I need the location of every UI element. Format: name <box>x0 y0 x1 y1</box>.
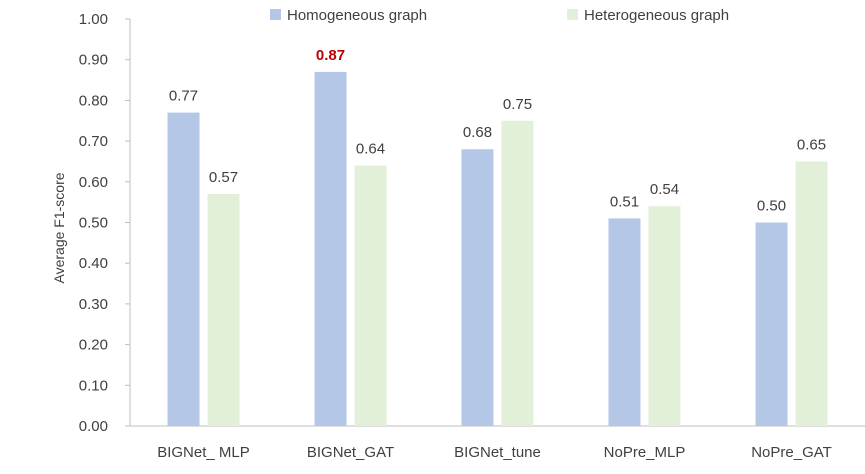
bars <box>167 71 828 427</box>
x-axis: BIGNet_ MLP BIGNet_GAT BIGNet_tune NoPre_ML… <box>130 425 865 461</box>
x-tick-label: NoPre_GAT <box>751 444 832 461</box>
data-label: 0.68 <box>463 124 492 141</box>
bar <box>608 218 641 426</box>
y-axis-title: Average F1-score <box>51 172 67 283</box>
data-label: 0.64 <box>356 141 385 158</box>
data-label: 0.51 <box>610 193 639 210</box>
y-tick-label: 0.00 <box>79 418 108 435</box>
data-label: 0.87 <box>316 47 345 64</box>
y-tick-label: 0.40 <box>79 255 108 272</box>
bar <box>354 165 387 426</box>
data-label: 0.54 <box>650 181 679 198</box>
bar <box>314 71 347 426</box>
y-tick-label: 0.20 <box>79 337 108 354</box>
bar <box>501 120 534 426</box>
data-label: 0.57 <box>209 169 238 186</box>
y-axis: 0.00 0.10 0.20 0.30 0.40 0.50 0.60 0.70 0.80 0.90… <box>79 11 131 435</box>
legend-label: Heterogeneous graph <box>584 7 729 24</box>
y-tick-label: 0.90 <box>79 52 108 69</box>
data-label: 0.75 <box>503 96 532 113</box>
bar <box>755 222 788 426</box>
bar <box>648 206 681 426</box>
y-tick-label: 0.30 <box>79 296 108 313</box>
data-label: 0.50 <box>757 198 786 215</box>
data-label: 0.65 <box>797 136 826 153</box>
legend-swatch <box>567 9 578 20</box>
legend-label: Homogeneous graph <box>287 7 427 24</box>
bar <box>207 194 240 426</box>
x-tick-label: BIGNet_tune <box>454 444 541 461</box>
x-tick-label: BIGNet_ MLP <box>157 444 250 461</box>
legend: Homogeneous graph Heterogeneous graph <box>270 7 729 24</box>
x-tick-label: BIGNet_GAT <box>307 444 394 461</box>
data-label: 0.77 <box>169 88 198 105</box>
y-tick-label: 0.80 <box>79 92 108 109</box>
y-tick-label: 0.60 <box>79 174 108 191</box>
x-tick-label: NoPre_MLP <box>604 444 686 461</box>
bar <box>167 112 200 427</box>
y-tick-label: 1.00 <box>79 11 108 28</box>
y-tick-label: 0.70 <box>79 133 108 150</box>
y-tick-label: 0.10 <box>79 377 108 394</box>
bar <box>795 161 828 426</box>
data-labels: 0.77 0.57 0.87 0.64 0.68 0.75 0.51 0.54 0.50 0.65 <box>169 47 826 215</box>
y-tick-label: 0.50 <box>79 215 108 232</box>
bar <box>461 149 494 427</box>
legend-swatch <box>270 9 281 20</box>
